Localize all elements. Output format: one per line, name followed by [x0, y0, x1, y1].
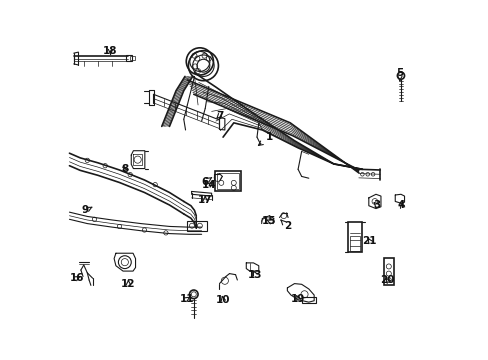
Text: 5: 5 [395, 68, 403, 81]
Bar [301, 297, 315, 303]
Bar [130, 56, 135, 60]
Text: 7: 7 [215, 111, 223, 121]
Text: 4: 4 [397, 200, 405, 210]
Text: 3: 3 [372, 200, 380, 210]
Text: 12: 12 [121, 279, 135, 289]
Text: 11: 11 [180, 294, 194, 303]
Bar [347, 222, 361, 252]
Bar [187, 221, 206, 231]
Bar [217, 173, 239, 189]
Text: 8: 8 [121, 164, 128, 174]
Text: 16: 16 [69, 273, 83, 283]
Text: 6: 6 [201, 177, 211, 187]
Text: 10: 10 [215, 295, 230, 305]
Text: 20: 20 [379, 275, 394, 285]
Text: 9: 9 [82, 205, 92, 215]
Text: 18: 18 [103, 46, 118, 57]
Text: 13: 13 [247, 270, 262, 280]
Text: 2: 2 [280, 220, 290, 231]
Bar [125, 55, 132, 61]
Text: 17: 17 [198, 195, 212, 204]
Bar [383, 257, 393, 285]
Bar [349, 237, 360, 251]
Text: 14: 14 [201, 180, 216, 190]
Text: 15: 15 [262, 216, 276, 226]
Bar [215, 171, 241, 191]
Text: 21: 21 [362, 236, 376, 246]
Text: 1: 1 [258, 132, 273, 145]
Text: 19: 19 [290, 294, 305, 303]
